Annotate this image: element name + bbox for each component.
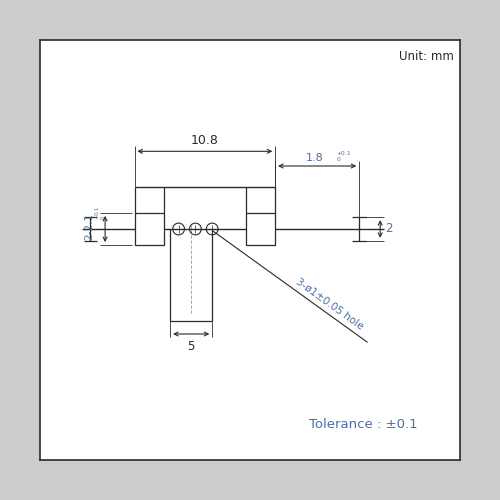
Text: $^{+0.1}_{0}$: $^{+0.1}_{0}$ (336, 149, 352, 164)
Text: 1.8: 1.8 (306, 152, 324, 162)
Text: 2-2.1: 2-2.1 (84, 214, 94, 240)
Text: 2: 2 (385, 222, 392, 235)
Text: 10.8: 10.8 (191, 134, 219, 147)
Bar (134, 213, 164, 245)
Text: Tolerance : ±0.1: Tolerance : ±0.1 (310, 418, 418, 430)
Text: Unit: mm: Unit: mm (399, 50, 454, 64)
Text: 3-ø1±0.05 hole: 3-ø1±0.05 hole (294, 276, 366, 332)
Text: 5: 5 (188, 340, 195, 353)
Bar (246, 213, 275, 245)
Text: $^{+0.1}_{0}$: $^{+0.1}_{0}$ (92, 206, 108, 220)
